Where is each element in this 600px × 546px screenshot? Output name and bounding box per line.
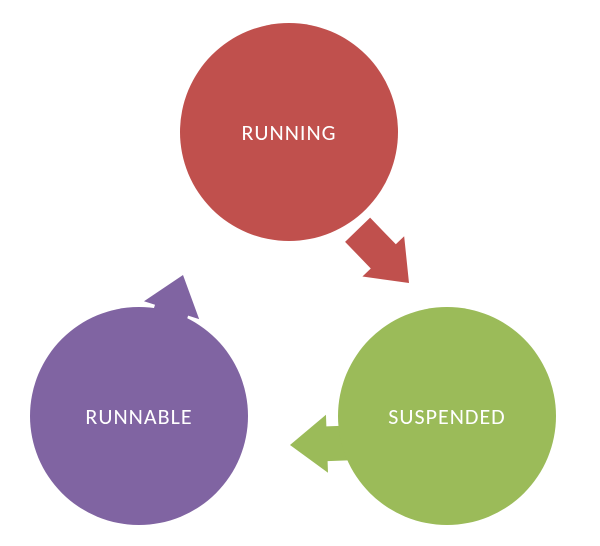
node-suspended: SUSPENDED — [338, 307, 556, 525]
node-running: RUNNING — [180, 23, 398, 241]
node-runnable: RUNNABLE — [30, 307, 248, 525]
node-suspended-label: SUSPENDED — [388, 403, 505, 430]
cycle-diagram: RUNNING SUSPENDED RUNNABLE — [0, 0, 600, 546]
node-running-label: RUNNING — [241, 119, 336, 146]
node-runnable-label: RUNNABLE — [85, 403, 192, 430]
